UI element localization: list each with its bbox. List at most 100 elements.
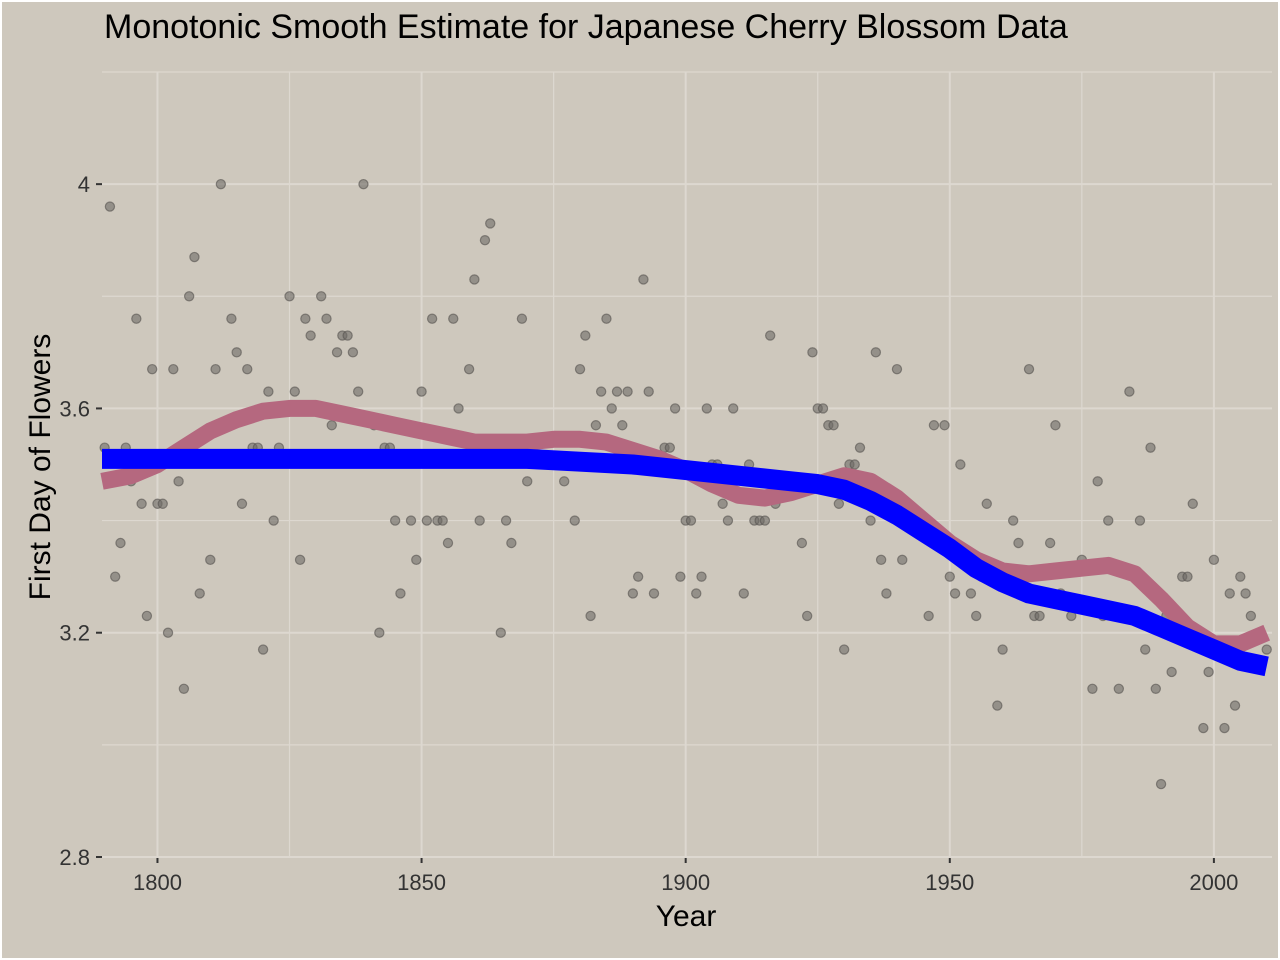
data-point: [453, 403, 464, 414]
data-point: [617, 420, 628, 431]
data-point: [585, 610, 596, 622]
data-point: [807, 347, 818, 358]
data-point: [648, 588, 660, 599]
data-point: [759, 515, 771, 526]
x-tick-label: 2000: [1189, 870, 1238, 895]
data-point: [1208, 554, 1220, 566]
data-point: [500, 515, 512, 526]
data-point: [675, 571, 686, 582]
data-point: [997, 644, 1008, 655]
data-point: [949, 588, 961, 599]
data-point: [226, 313, 237, 324]
data-point: [1013, 537, 1024, 549]
data-point: [485, 218, 496, 229]
y-tick-label: 3.2: [59, 621, 90, 646]
x-axis-label: Year: [655, 900, 717, 933]
data-point: [342, 330, 353, 341]
data-point: [870, 347, 882, 358]
data-point: [1113, 683, 1125, 694]
data-point: [1145, 442, 1156, 453]
data-point: [606, 403, 617, 414]
data-point: [374, 627, 385, 638]
data-point: [316, 291, 327, 302]
data-point: [215, 178, 227, 190]
data-point: [141, 610, 153, 622]
data-point: [469, 274, 480, 285]
data-point: [696, 571, 707, 582]
data-point: [1140, 644, 1151, 655]
data-point: [1007, 515, 1019, 526]
data-point: [992, 700, 1003, 711]
data-point: [828, 420, 839, 431]
x-tick-label: 1950: [925, 870, 974, 895]
x-tick-label: 1850: [397, 870, 446, 895]
data-point: [717, 498, 728, 509]
data-point: [516, 313, 528, 324]
data-point: [970, 610, 982, 622]
data-point: [865, 515, 876, 526]
data-point: [1044, 537, 1056, 549]
data-point: [638, 274, 649, 285]
data-point: [421, 515, 433, 526]
data-point: [495, 627, 507, 638]
x-tick-label: 1800: [133, 870, 182, 895]
data-point: [1245, 610, 1257, 622]
data-point: [923, 610, 934, 622]
data-point: [569, 515, 580, 526]
data-point: [1166, 666, 1177, 678]
data-point: [664, 442, 676, 453]
data-point: [691, 588, 702, 599]
data-point: [231, 347, 242, 358]
data-point: [236, 498, 248, 509]
data-point: [331, 347, 343, 358]
data-point: [955, 459, 966, 470]
data-point: [300, 313, 311, 324]
data-point: [294, 554, 306, 566]
data-point: [352, 386, 364, 397]
data-point: [611, 386, 623, 397]
data-point: [1155, 778, 1167, 790]
data-point: [115, 537, 126, 549]
data-point: [833, 498, 845, 509]
data-point: [463, 363, 475, 375]
data-point: [146, 363, 158, 375]
data-point: [210, 363, 221, 375]
data-point: [1134, 515, 1146, 526]
monotonic-curve: [102, 448, 1269, 677]
data-point: [897, 554, 908, 566]
data-point: [632, 571, 644, 582]
data-point: [590, 420, 602, 431]
data-point: [136, 498, 147, 509]
data-point: [627, 588, 639, 599]
data-point: [173, 476, 184, 487]
data-point: [347, 347, 359, 358]
x-tick-label: 1900: [661, 870, 710, 895]
data-point: [1187, 498, 1198, 509]
data-point: [685, 515, 697, 526]
y-tick-label: 2.8: [59, 845, 90, 870]
chart-title: Monotonic Smooth Estimate for Japanese C…: [104, 8, 1068, 46]
data-point: [1023, 363, 1035, 375]
data-point: [110, 571, 121, 582]
data-point: [104, 201, 116, 212]
data-point: [738, 588, 749, 599]
data-point: [1240, 588, 1251, 599]
data-point: [1224, 588, 1235, 599]
data-point: [817, 403, 829, 414]
data-point: [1050, 420, 1061, 431]
data-point: [263, 386, 274, 397]
data-point: [965, 588, 977, 599]
data-point: [189, 251, 200, 263]
data-point: [728, 403, 739, 414]
data-point: [168, 363, 179, 375]
data-point: [506, 537, 517, 549]
y-tick-label: 4: [78, 172, 90, 197]
data-point: [178, 683, 190, 694]
data-point: [928, 420, 940, 431]
data-point: [321, 313, 332, 324]
data-point: [1092, 476, 1103, 487]
data-point: [426, 313, 438, 324]
data-point: [131, 313, 142, 324]
data-point: [284, 291, 295, 302]
